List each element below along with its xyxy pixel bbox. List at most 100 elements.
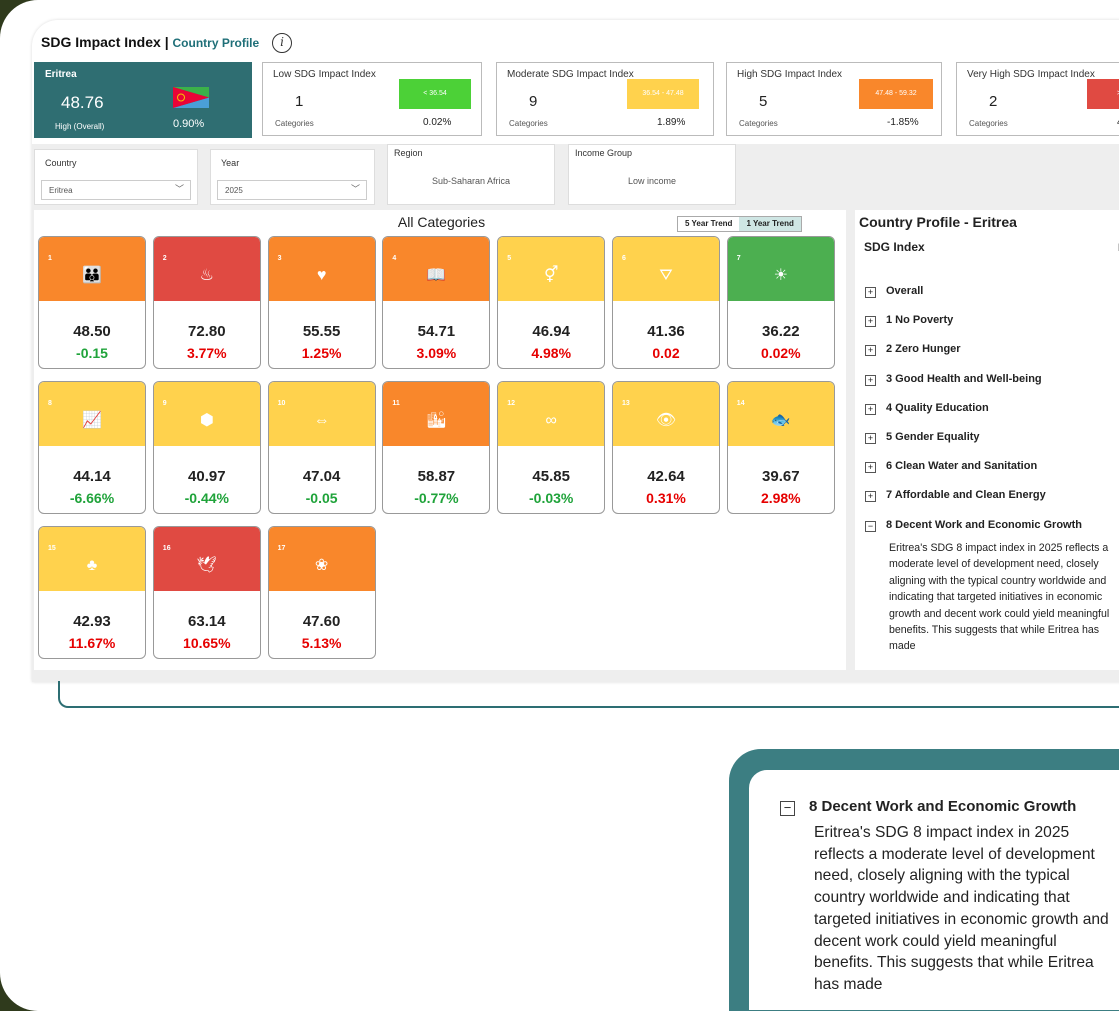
tile-value: 47.60 — [302, 613, 341, 630]
tile-value: 40.97 — [188, 468, 226, 485]
kpi-label: Very High SDG Impact Index — [967, 69, 1095, 80]
profile-row-label: 7 Affordable and Clean Energy — [886, 489, 1046, 502]
expand-icon[interactable]: + — [865, 491, 876, 503]
sdg-tile-10[interactable]: 10 ⇔ 47.04 -0.05 — [267, 381, 376, 514]
filter-bar: Country Eritrea ﹀ Year 2025 ﹀ Region Sub… — [32, 144, 1119, 208]
tile-value: 45.85 — [532, 468, 570, 485]
sdg-tile-7[interactable]: 7 ☀ 36.22 0.02% — [726, 236, 835, 369]
sdg-goal-banner: 2 ♨ — [153, 237, 260, 301]
profile-row[interactable]: +3 Good Health and Well-being — [865, 373, 1042, 386]
sdg-tile-1[interactable]: 1 👪 48.50 -0.15 — [38, 236, 146, 369]
zoom-heading-row[interactable]: −8 Decent Work and Economic Growth — [780, 798, 1076, 816]
city-icon: 🏙 — [426, 412, 447, 429]
collapse-icon[interactable]: − — [865, 520, 876, 532]
sdg-tile-8[interactable]: 8 📈 44.14 -6.66% — [38, 381, 146, 514]
sdg-goal-banner: 9 ⬢ — [153, 382, 260, 446]
country-summary-card: Eritrea 48.76 High (Overall) 0.90% — [34, 62, 252, 138]
chevron-down-icon[interactable]: ﹀ — [351, 184, 361, 194]
sdg-tile-9[interactable]: 9 ⬢ 40.97 -0.44% — [152, 381, 261, 514]
tile-value: 36.22 — [762, 323, 800, 340]
tile-value: 39.67 — [762, 468, 800, 485]
sdg-tile-16[interactable]: 16 🕊 63.14 10.65% — [152, 526, 261, 659]
year-dropdown-value: 2025 — [225, 186, 243, 195]
expand-icon[interactable]: + — [865, 433, 876, 444]
kpi-range-badge: 36.54 - 47.48 — [627, 79, 699, 109]
growth-chart-icon: 📈 — [82, 412, 102, 429]
sdg-tile-13[interactable]: 13 👁 42.64 0.31% — [612, 381, 720, 514]
profile-row[interactable]: +6 Clean Water and Sanitation — [865, 460, 1037, 474]
sdg-tile-4[interactable]: 4 📖 54.71 3.09% — [382, 236, 491, 369]
sdg-goal-banner: 12 ∞ — [498, 382, 605, 446]
sdg-tile-5[interactable]: 5 ⚥ 46.94 4.98% — [497, 236, 606, 369]
sdg-tile-15[interactable]: 15 ♣ 42.93 11.67% — [38, 526, 146, 659]
goal-number: 14 — [736, 400, 745, 407]
collapse-icon[interactable]: − — [780, 801, 795, 816]
kpi-change: 4 — [1117, 117, 1119, 128]
info-icon[interactable]: i — [272, 33, 292, 53]
sdg-tile-14[interactable]: 14 🐟 39.67 2.98% — [726, 381, 835, 514]
report-canvas: SDG Impact Index | Country Profile i Eri… — [32, 20, 1119, 682]
sdg8-description: Eritrea's SDG 8 impact index in 2025 ref… — [889, 542, 1110, 653]
sdg-goal-banner: 4 📖 — [383, 237, 490, 301]
sdg-goal-banner: 7 ☀ — [727, 237, 834, 301]
expand-icon[interactable]: + — [865, 374, 876, 386]
profile-row[interactable]: +5 Gender Equality — [865, 431, 980, 444]
kpi-card: Very High SDG Impact Index 2 Categories … — [956, 62, 1119, 136]
profile-row[interactable]: +7 Affordable and Clean Energy — [865, 489, 1046, 503]
profile-row-label: 4 Quality Education — [886, 401, 989, 414]
goal-number: 6 — [622, 255, 626, 262]
five-year-trend-button[interactable]: 5 Year Trend — [685, 219, 733, 228]
sdg-tile-12[interactable]: 12 ∞ 45.85 -0.03% — [497, 381, 606, 514]
kpi-count: 1 — [295, 93, 304, 110]
one-year-trend-button[interactable]: 1 Year Trend — [739, 217, 801, 231]
zoom-description: Eritrea's SDG 8 impact index in 2025 ref… — [814, 824, 1109, 993]
water-icon: ⛛ — [659, 267, 673, 284]
sdg-tile-11[interactable]: 11 🏙 58.87 -0.77% — [382, 381, 491, 514]
kpi-change: 0.02% — [423, 117, 452, 128]
profile-title: Country Profile - Eritrea — [859, 214, 1017, 230]
flower-icon: ❀ — [314, 557, 329, 574]
categories-grid: All Categories 5 Year Trend 1 Year Trend … — [34, 210, 846, 670]
tile-change: 1.25% — [301, 345, 342, 361]
country-filter-label: Country — [45, 158, 77, 168]
goal-number: 15 — [48, 545, 56, 552]
profile-row-label: 2 Zero Hunger — [886, 343, 961, 356]
sdg-tile-3[interactable]: 3 ♥ 55.55 1.25% — [267, 236, 376, 369]
chevron-down-icon[interactable]: ﹀ — [175, 184, 185, 194]
profile-row[interactable]: + Overall — [865, 285, 923, 298]
goal-number: 8 — [48, 400, 52, 407]
expand-icon[interactable]: + — [865, 345, 876, 357]
tile-change: 3.09% — [416, 345, 457, 361]
sun-icon: ☀ — [773, 267, 788, 284]
goal-number: 1 — [48, 255, 52, 262]
country-dropdown-value: Eritrea — [49, 186, 73, 195]
region-value: Sub-Saharan Africa — [431, 176, 511, 186]
expand-icon[interactable]: + — [865, 403, 876, 415]
sdg-tile-2[interactable]: 2 ♨ 72.80 3.77% — [152, 236, 261, 369]
expand-icon[interactable]: + — [865, 287, 876, 298]
eritrea-flag-icon — [173, 87, 209, 108]
goal-number: 5 — [507, 255, 512, 262]
year-filter: Year 2025 ﹀ — [210, 149, 375, 205]
profile-row[interactable]: +2 Zero Hunger — [865, 343, 961, 357]
sdg-goal-banner: 3 ♥ — [268, 237, 375, 301]
profile-row[interactable]: +1 No Poverty — [865, 314, 953, 328]
gender-icon: ⚥ — [543, 267, 559, 284]
sdg-tile-17[interactable]: 17 ❀ 47.60 5.13% — [267, 526, 376, 659]
kpi-label: Low SDG Impact Index — [273, 69, 376, 80]
kpi-categories-label: Categories — [739, 119, 778, 128]
profile-row[interactable]: +4 Quality Education — [865, 402, 989, 415]
expand-icon[interactable]: + — [865, 462, 876, 474]
goal-number: 16 — [162, 545, 171, 552]
country-dropdown[interactable] — [41, 180, 191, 200]
region-label: Region — [394, 148, 423, 158]
expand-icon[interactable]: + — [865, 316, 876, 328]
year-dropdown[interactable] — [217, 180, 367, 200]
profile-row[interactable]: −8 Decent Work and Economic Growth — [865, 519, 1082, 532]
tile-change: 5.13% — [301, 635, 342, 651]
sdg-tile-6[interactable]: 6 ⛛ 41.36 0.02 — [612, 236, 720, 369]
infinity-icon: ∞ — [545, 412, 557, 429]
country-name: Eritrea — [45, 69, 77, 80]
sdg-index-header: SDG Index — [864, 240, 925, 254]
